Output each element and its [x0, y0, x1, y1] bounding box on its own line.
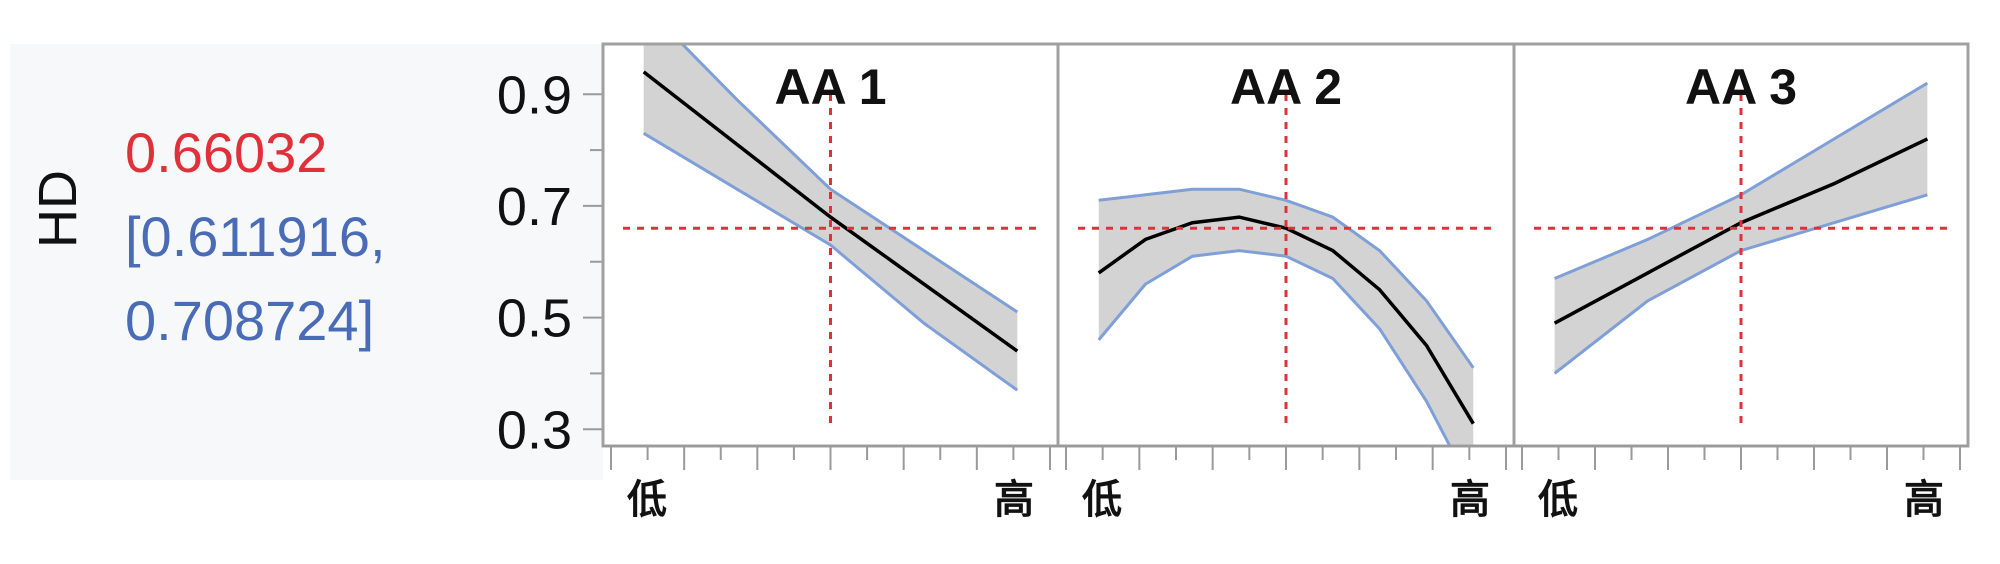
confidence-interval-upper: 0.708724]	[125, 289, 375, 352]
y-tick-label: 0.7	[497, 177, 572, 237]
lower-ci-line	[1097, 249, 1452, 446]
confidence-band	[1098, 189, 1474, 446]
y-tick-label: 0.5	[497, 289, 572, 349]
panel-2: AA 2 低 高	[1056, 42, 1516, 522]
x-label-high: 高	[1904, 478, 1944, 522]
y-tick-label: 0.9	[497, 65, 572, 125]
panel-title: AA 3	[1685, 59, 1797, 115]
x-label-low: 低	[1538, 478, 1578, 522]
panel-1: AA 1 低 高	[601, 42, 1060, 522]
predicted-value: 0.66032	[125, 121, 328, 184]
lower-ci-line	[642, 132, 1019, 392]
y-tick-label: 0.3	[497, 400, 572, 460]
profile-curve	[1097, 215, 1475, 425]
x-label-low: 低	[1082, 478, 1122, 522]
confidence-interval-lower: [0.611916,	[125, 205, 386, 268]
x-label-high: 高	[994, 478, 1034, 522]
x-label-low: 低	[627, 478, 667, 522]
panel-title: AA 1	[774, 59, 886, 115]
upper-ci-line	[680, 44, 1019, 314]
y-axis: 0.9 0.7 0.5 0.3	[497, 65, 603, 460]
response-background	[10, 44, 603, 480]
upper-ci-line	[1098, 187, 1475, 369]
x-label-high: 高	[1450, 478, 1490, 522]
profile-curve	[642, 70, 1019, 353]
response-name: HD	[28, 170, 88, 248]
panel-3: AA 3 低 高	[1512, 42, 1970, 522]
panel-title: AA 2	[1230, 59, 1342, 115]
